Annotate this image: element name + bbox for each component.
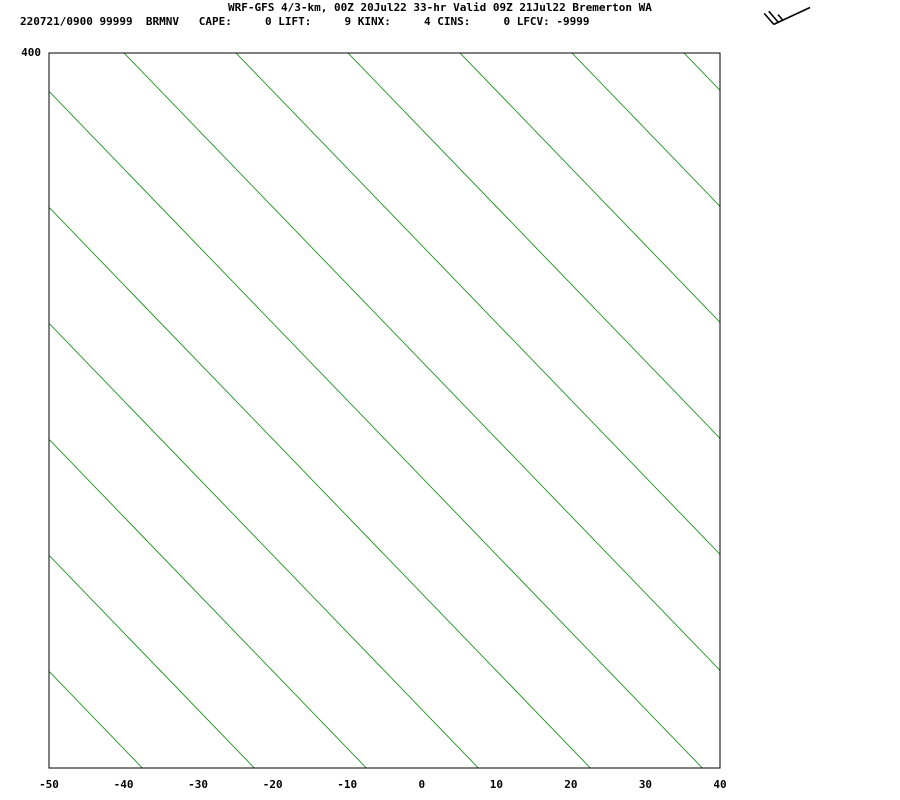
moist-adiabat-line <box>0 0 398 52</box>
mixing-ratio-line <box>49 322 479 768</box>
mixing-ratio-line <box>49 438 367 768</box>
moist-adiabat-line <box>0 0 487 52</box>
isotherm-line <box>0 0 681 52</box>
moist-adiabat-line <box>0 0 249 52</box>
dry-adiabat-line <box>0 0 381 52</box>
dry-adiabat-line <box>0 0 532 52</box>
moist-adiabat-line <box>0 0 457 52</box>
dry-adiabat-line <box>0 0 900 52</box>
isotherm-line <box>0 0 234 52</box>
isotherm-line <box>0 0 756 52</box>
dry-adiabat-line <box>0 0 900 52</box>
wind-barb <box>763 6 811 26</box>
mixing-ratio-line <box>796 53 900 768</box>
moist-adiabat-line <box>0 0 636 52</box>
moist-adiabat-line <box>0 0 368 52</box>
dry-adiabat-line <box>0 0 607 52</box>
mixing-ratio-line <box>123 53 720 671</box>
moist-adiabat-line <box>0 0 547 52</box>
mixing-ratio-line <box>571 53 720 207</box>
isotherm-line <box>0 0 10 52</box>
isotherm-line <box>0 0 383 52</box>
moist-adiabat-line <box>0 0 279 52</box>
dry-adiabat-line <box>0 0 900 52</box>
dry-adiabat-line <box>0 0 758 52</box>
x-tick-label: 40 <box>713 778 726 791</box>
dry-adiabat-line <box>0 0 900 52</box>
x-tick-label: 20 <box>564 778 577 791</box>
x-tick-label: 30 <box>639 778 652 791</box>
dry-adiabat-line <box>0 0 683 52</box>
x-tick-label: -10 <box>337 778 357 791</box>
mixing-ratio-line <box>459 53 720 323</box>
isotherm-line <box>0 0 159 52</box>
isotherm-line <box>0 0 457 52</box>
isotherm-line <box>0 0 606 52</box>
x-tick-label: 0 <box>418 778 425 791</box>
moist-adiabat-line <box>0 0 696 52</box>
dry-adiabat-line <box>0 0 457 52</box>
moist-adiabat-line <box>0 0 577 52</box>
moist-adiabat-line <box>0 0 338 52</box>
x-tick-label: -20 <box>263 778 283 791</box>
dewpoint-trace <box>0 0 519 8</box>
moist-adiabat-line <box>0 0 666 52</box>
dry-adiabat-line <box>0 0 155 52</box>
moist-adiabat-line <box>0 0 428 52</box>
mixing-ratio-line <box>0 53 30 768</box>
mixing-ratio-line <box>683 53 720 91</box>
dry-adiabat-line <box>0 0 900 52</box>
isotherm-line <box>0 0 308 52</box>
dry-adiabat-line <box>0 0 900 52</box>
chart-subtitle-indices: 220721/0900 99999 BRMNV CAPE: 0 LIFT: 9 … <box>20 15 590 28</box>
x-tick-label: -50 <box>39 778 59 791</box>
moist-adiabat-line <box>0 0 159 52</box>
mixing-ratio-line <box>347 53 720 439</box>
plot-frame <box>48 52 721 769</box>
x-tick-label: -30 <box>188 778 208 791</box>
dry-adiabat-line <box>0 0 834 52</box>
dry-adiabat-line <box>0 0 900 52</box>
moist-adiabat-line <box>0 0 756 52</box>
dry-adiabat-line <box>0 0 230 52</box>
mixing-ratio-line <box>49 90 703 768</box>
moist-adiabat-line <box>0 0 189 52</box>
moist-adiabat-line <box>0 0 607 52</box>
mixing-ratio-line <box>49 670 143 768</box>
x-tick-label: 10 <box>490 778 503 791</box>
moist-adiabat-line <box>0 0 726 52</box>
mixing-ratio-line <box>49 554 255 768</box>
mixing-ratio-line <box>235 53 720 555</box>
dry-adiabat-line <box>0 0 306 52</box>
mixing-ratio-line <box>49 206 591 768</box>
isotherm-line <box>0 0 85 52</box>
moist-adiabat-line <box>0 0 308 52</box>
moist-adiabat-line <box>0 0 219 52</box>
chart-title: WRF-GFS 4/3-km, 00Z 20Jul22 33-hr Valid … <box>228 1 652 14</box>
dry-adiabat-line <box>0 0 900 52</box>
x-tick-label: -40 <box>114 778 134 791</box>
moist-adiabat-line <box>0 0 517 52</box>
dry-adiabat-line <box>0 0 900 52</box>
isotherm-line <box>0 0 532 52</box>
y-tick-label: 400 <box>21 46 41 59</box>
dry-adiabat-line <box>0 0 900 52</box>
